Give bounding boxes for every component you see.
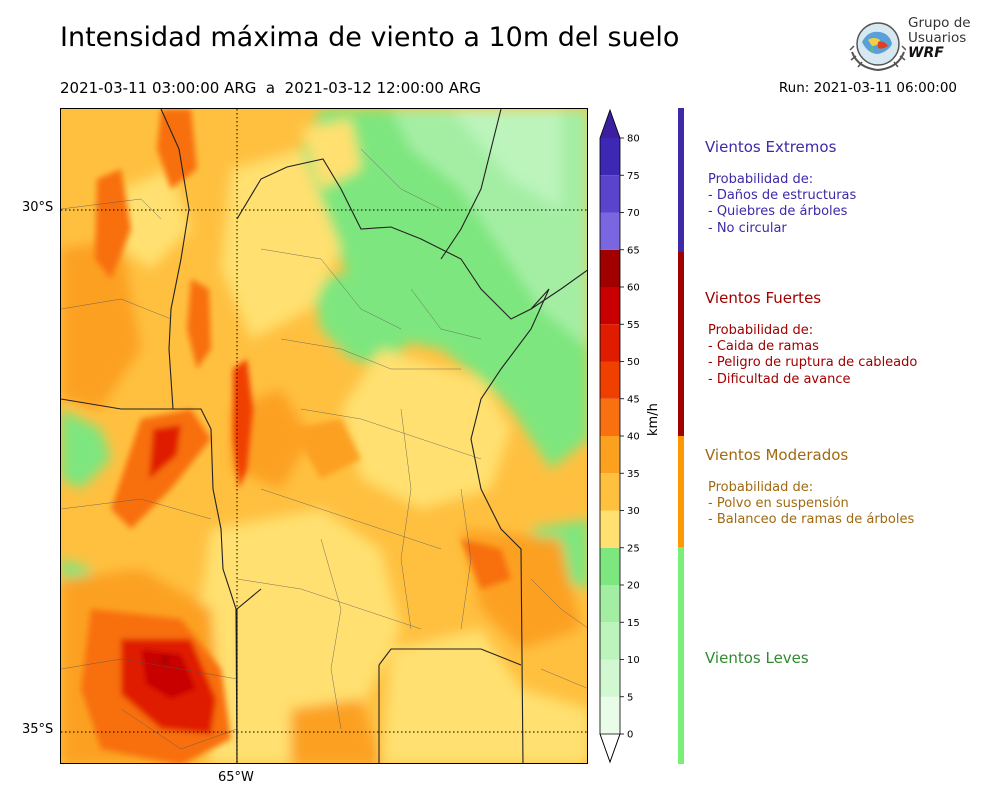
colorbar-tick-label: 40 <box>627 432 640 443</box>
colorbar-level <box>600 398 620 436</box>
colorbar-tick-label: 10 <box>627 655 640 666</box>
category-title-moderados: Vientos Moderados <box>705 446 849 464</box>
chart-title: Intensidad máxima de viento a 10m del su… <box>60 22 680 53</box>
forecast-period: 2021-03-11 03:00:00 ARG a 2021-03-12 12:… <box>60 79 482 97</box>
category-desc-extremos: Probabilidad de: - Daños de estructuras … <box>708 172 857 236</box>
colorbar-tick-label: 15 <box>627 618 640 629</box>
colorbar: 80 75 70 65 60 55 50 45 40 35 30 25 20 15 10 5 0 <box>592 108 652 768</box>
colorbar-level <box>600 547 620 585</box>
category-bar-extremos <box>678 108 684 252</box>
grupo-usuarios-wrf-logo: Grupo de Usuarios WRF <box>848 16 973 76</box>
colorbar-tick-label: 20 <box>627 581 640 592</box>
colorbar-level <box>600 473 620 511</box>
colorbar-tick-label: 45 <box>627 394 640 405</box>
run-time: Run: 2021-03-11 06:00:00 <box>778 80 957 96</box>
colorbar-level <box>600 249 620 287</box>
category-bar-moderados <box>678 436 684 547</box>
colorbar-level <box>600 324 620 362</box>
colorbar-level <box>600 212 620 250</box>
colorbar-level <box>600 361 620 399</box>
colorbar-tick-label: 65 <box>627 245 640 256</box>
logo-line-1: Grupo de <box>908 15 971 31</box>
colorbar-extend-top <box>600 110 620 138</box>
logo-line-3: WRF <box>908 45 944 61</box>
colorbar-level <box>600 436 620 474</box>
colorbar-tick-label: 70 <box>627 208 640 219</box>
colorbar-tick-label: 55 <box>627 320 640 331</box>
logo-line-2: Usuarios <box>908 30 967 46</box>
category-title-leves: Vientos Leves <box>705 649 809 667</box>
colorbar-tick-label: 75 <box>627 171 640 182</box>
colorbar-level <box>600 510 620 548</box>
colorbar-tick-label: 30 <box>627 506 640 517</box>
lon-label-65w: 65°W <box>218 770 254 785</box>
colorbar-tick-label: 35 <box>627 469 640 480</box>
colorbar-level <box>600 175 620 213</box>
globe-logo-icon <box>849 22 907 72</box>
colorbar-tick-label: 50 <box>627 357 640 368</box>
colorbar-level <box>600 659 620 697</box>
colorbar-tick-label: 60 <box>627 283 640 294</box>
colorbar-extend-bottom <box>599 733 621 764</box>
category-desc-fuertes: Probabilidad de: - Caida de ramas - Peli… <box>708 323 918 387</box>
lat-label-35s: 35°S <box>22 722 54 737</box>
colorbar-unit: km/h <box>646 403 661 436</box>
colorbar-tick-label: 0 <box>627 730 633 741</box>
colorbar-level <box>600 287 620 325</box>
colorbar-level <box>600 622 620 660</box>
colorbar-level <box>600 585 620 623</box>
colorbar-tick-label: 25 <box>627 543 640 554</box>
colorbar-level <box>600 696 620 734</box>
wind-intensity-map <box>60 108 588 764</box>
category-bar-fuertes <box>678 252 684 436</box>
lat-label-30s: 30°S <box>22 200 54 215</box>
colorbar-level <box>600 138 620 176</box>
category-title-fuertes: Vientos Fuertes <box>705 289 822 307</box>
colorbar-tick-label: 80 <box>627 134 640 145</box>
colorbar-tick-label: 5 <box>627 692 633 703</box>
map-field <box>61 109 587 763</box>
category-desc-moderados: Probabilidad de: - Polvo en suspensión -… <box>708 480 915 528</box>
category-title-extremos: Vientos Extremos <box>705 138 837 156</box>
category-bar-leves <box>678 547 684 764</box>
